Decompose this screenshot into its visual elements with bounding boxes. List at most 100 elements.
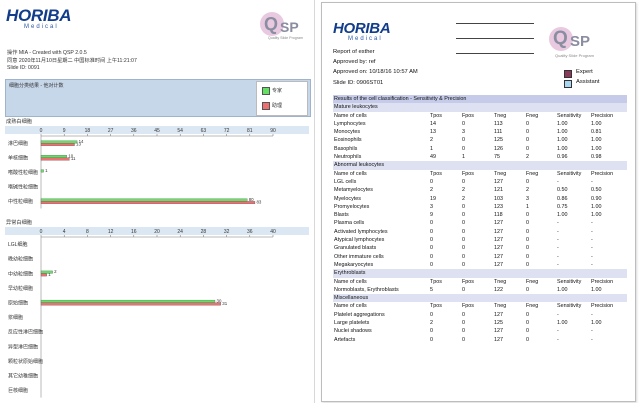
group-header: Mature leukocytes (333, 103, 627, 112)
mature-leukocyte-chart: 0 9 18 27 36 45 54 63 72 81 90 淋巴细胞 14 13 单核细胞 10 11 嗜酸性粒… (0, 126, 314, 210)
qsp-logo: Q SP Quality Slide Program (258, 12, 310, 42)
axis-tick-label: 32 (224, 229, 230, 235)
chart-legend: 专家 助理 (256, 81, 308, 116)
group-header: Abnormal leukocytes (333, 161, 627, 170)
table-row: Plasma cells 0 0 127 0- - (334, 220, 593, 227)
assistant-bar (40, 302, 221, 306)
signature-line (456, 53, 534, 54)
left-report-panel: HORIBA Medical Q SP Quality Slide Progra… (0, 0, 315, 403)
assistant-bar (40, 201, 256, 204)
assistant-swatch (564, 80, 572, 88)
category-label: 异型淋巴细胞 (8, 343, 38, 350)
horiba-logo: HORIBA (6, 6, 72, 25)
table-row: Atypical lymphocytes 0 0 127 0- - (334, 237, 593, 244)
right-report-panel: HORIBA Medical Q SP Quality Slide Progra… (321, 2, 636, 402)
expert-bar (40, 169, 44, 173)
category-label: 反应性淋巴细胞 (8, 329, 43, 336)
bar-data-label: 83 (256, 200, 261, 205)
table-row: Platelet aggregations 0 0 127 0- - (334, 311, 593, 318)
table-row: Promyelocytes 3 0 123 1 0.75 1.00 (334, 203, 602, 210)
expert-bar (40, 299, 216, 303)
axis-tick-label: 20 (154, 229, 160, 235)
category-label: 淋巴细胞 (8, 140, 28, 147)
column-header-row: Name of cells Tpos Fpos Tneg Fneg Sensitivity… (334, 303, 614, 310)
table-row: LGL cells 0 0 127 0- - (334, 178, 593, 185)
signature-line (456, 38, 534, 39)
horiba-logo-subtitle: Medical (348, 36, 383, 42)
axis-tick-label: 0 (40, 128, 43, 134)
axis-tick-label: 54 (177, 128, 183, 134)
table-row: Granulated blasts 0 0 127 0- - (334, 245, 593, 252)
axis-tick-label: 28 (201, 229, 207, 235)
bar-data-label: 31 (222, 301, 227, 306)
expert-bar (40, 140, 78, 144)
panel-title: 细胞分类结果 - 他对计数 (9, 83, 64, 89)
section-label-abnormal: 异常白细胞 (6, 220, 32, 226)
axis-tick-label: 40 (270, 229, 276, 235)
assistant-bar (40, 143, 75, 147)
table-row: Monocytes 13 3 111 0 1.00 0.81 (334, 129, 602, 136)
table-row: Metamyelocytes 2 2 121 2 0.50 0.50 (334, 187, 602, 194)
slide-id: Slide ID: 0906ST01 (333, 79, 384, 86)
bar-data-label: 80 (249, 197, 254, 202)
table-row: Myelocytes 19 2 103 3 0.86 0.90 (334, 195, 602, 202)
signature-line (456, 23, 534, 24)
horiba-logo: HORIBA (333, 20, 391, 37)
table-row: Lymphocytes 14 0 113 0 1.00 1.00 (334, 120, 602, 127)
bar-data-label: 11 (71, 156, 76, 161)
axis-tick-label: 27 (108, 128, 114, 134)
column-header-row: Name of cells Tpos Fpos Tneg Fneg Sensitivity… (334, 170, 614, 177)
category-label: 巨核细胞 (8, 387, 28, 394)
axis-tick-label: 45 (154, 128, 160, 134)
expert-swatch (262, 87, 270, 95)
meta-line: 同意 2020年11月10日星期二 中国标准时间 上午11:21:07 (7, 57, 137, 64)
axis-tick-label: 16 (131, 229, 137, 235)
category-label: 浆细胞 (8, 314, 23, 321)
group-header: Erythroblasts (333, 269, 627, 278)
axis-tick-label: 81 (247, 128, 253, 134)
column-header-row: Name of cells Tpos Fpos Tneg Fneg Sensitivity… (334, 112, 614, 119)
table-row: Basophils 1 0 126 0 1.00 1.00 (334, 145, 602, 152)
axis-tick-label: 90 (270, 128, 276, 134)
bar-data-label: 10 (68, 153, 73, 158)
axis-tick-label: 4 (63, 229, 66, 235)
table-row: Activated lymphocytes 0 0 127 0- - (334, 228, 593, 235)
assistant-swatch (262, 102, 270, 110)
table-row: Eosinophils 2 0 125 0 1.00 1.00 (334, 137, 602, 144)
axis-tick-label: 63 (201, 128, 207, 134)
axis-tick-label: 12 (108, 229, 114, 235)
expert-bar (40, 198, 248, 202)
table-row: Artefacts 0 0 127 0- - (334, 336, 593, 343)
category-label: 晚幼粒细胞 (8, 256, 33, 263)
axis-tick-label: 36 (131, 128, 137, 134)
table-title: Results of the cell classification - Sen… (333, 95, 627, 104)
axis-tick-label: 24 (177, 229, 183, 235)
table-row: Large platelets 2 0 125 0 1.00 1.00 (334, 320, 602, 327)
axis-tick-label: 8 (86, 229, 89, 235)
bar-data-label: 1 (45, 168, 48, 173)
abnormal-leukocyte-chart: 0 4 8 12 16 20 24 28 32 36 40 LGL细胞 晚幼粒细胞 中幼粒细胞 2 1 早幼粒细… (0, 227, 314, 403)
report-metadata: 操作 MIA - Created with QSP 2.0.5 同意 2020年… (7, 50, 137, 73)
report-metadata: Report of esther Approved by: ref Approv… (333, 47, 418, 88)
horiba-logo-subtitle: Medical (24, 24, 59, 30)
bar-data-label: 13 (76, 142, 81, 147)
legend-expert-label: Expert (576, 69, 593, 75)
results-table: Results of the cell classification - Sen… (333, 95, 627, 344)
axis-band (5, 126, 309, 134)
expert-bar (40, 154, 67, 158)
category-label: LGL细胞 (8, 241, 27, 248)
legend-expert-label: 专家 (272, 88, 283, 94)
group-header: Miscellaneous (333, 294, 627, 303)
axis-tick-label: 72 (224, 128, 230, 134)
report-of: Report of esther (333, 49, 375, 55)
table-row: Blasts 9 0 118 0 1.00 1.00 (334, 212, 602, 219)
slide-id: Slide ID: 0091 (7, 65, 40, 71)
assistant-bar (40, 157, 70, 161)
bar-data-label: 30 (217, 298, 222, 303)
table-row: Megakaryocytes 0 0 127 0- - (334, 261, 593, 268)
table-row: Nuclei shadows 0 0 127 0- - (334, 328, 593, 335)
axis-tick-label: 0 (40, 229, 43, 235)
category-label: 颗粒状原始细胞 (8, 358, 43, 365)
